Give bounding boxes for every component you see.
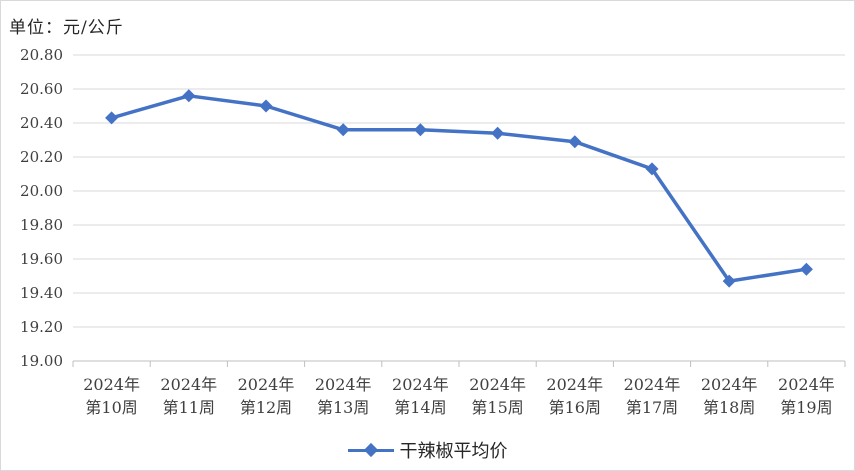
x-tick-label: 2024年 bbox=[160, 375, 217, 394]
data-point bbox=[336, 123, 350, 137]
x-tick-label: 第15周 bbox=[471, 398, 523, 417]
y-tick-label: 19.40 bbox=[20, 284, 63, 302]
data-point bbox=[645, 162, 659, 176]
y-tick-label: 19.20 bbox=[20, 318, 63, 336]
x-tick-label: 2024年 bbox=[392, 375, 449, 394]
data-point bbox=[413, 123, 427, 137]
x-tick-label: 2024年 bbox=[83, 375, 140, 394]
y-tick-label: 19.60 bbox=[20, 250, 63, 268]
x-tick-label: 2024年 bbox=[315, 375, 372, 394]
data-point bbox=[799, 262, 813, 276]
x-tick-label: 2024年 bbox=[469, 375, 526, 394]
x-tick-label: 2024年 bbox=[238, 375, 295, 394]
data-point bbox=[259, 99, 273, 113]
legend: 干辣椒平均价 bbox=[1, 437, 854, 463]
unit-label: 单位：元/公斤 bbox=[9, 18, 124, 38]
legend-line-diamond-icon bbox=[347, 442, 394, 458]
x-tick-label: 第11周 bbox=[163, 398, 215, 417]
y-tick-label: 20.80 bbox=[20, 46, 63, 64]
data-point bbox=[722, 274, 736, 288]
y-tick-label: 19.00 bbox=[20, 352, 63, 370]
x-tick-label: 第16周 bbox=[549, 398, 601, 417]
x-tick-label: 第14周 bbox=[394, 398, 446, 417]
data-point bbox=[491, 126, 505, 140]
x-tick-label: 第13周 bbox=[317, 398, 369, 417]
x-tick-label: 第12周 bbox=[240, 398, 292, 417]
data-point bbox=[568, 135, 582, 149]
x-tick-label: 第17周 bbox=[626, 398, 678, 417]
y-tick-label: 19.80 bbox=[20, 216, 63, 234]
y-tick-label: 20.60 bbox=[20, 80, 63, 98]
series-line bbox=[111, 94, 807, 283]
y-tick-label: 20.00 bbox=[20, 182, 63, 200]
x-tick-label: 第19周 bbox=[780, 398, 832, 417]
x-tick-label: 第10周 bbox=[85, 398, 137, 417]
data-point bbox=[105, 111, 119, 125]
x-tick-label: 2024年 bbox=[701, 375, 758, 394]
x-tick-label: 2024年 bbox=[546, 375, 603, 394]
x-tick-label: 2024年 bbox=[624, 375, 681, 394]
y-tick-label: 20.40 bbox=[20, 114, 63, 132]
legend-label: 干辣椒平均价 bbox=[399, 441, 508, 462]
y-tick-label: 20.20 bbox=[20, 148, 63, 166]
x-tick-label: 2024年 bbox=[778, 375, 835, 394]
x-tick-label: 第18周 bbox=[703, 398, 755, 417]
data-point bbox=[182, 89, 196, 103]
